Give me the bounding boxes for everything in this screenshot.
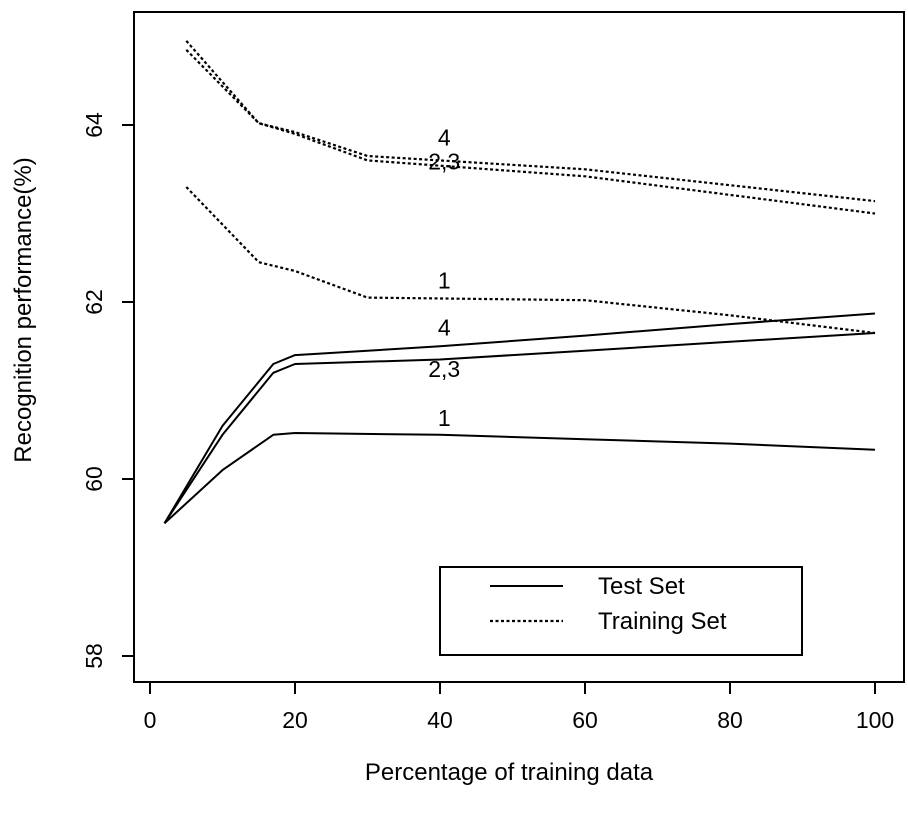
legend: Test Set Training Set	[440, 567, 802, 655]
x-tick-label: 60	[572, 707, 598, 733]
x-tick-label: 100	[856, 707, 894, 733]
series-annotation: 2,3	[428, 148, 460, 174]
series-annotation: 2,3	[428, 356, 460, 382]
series-layer	[165, 41, 876, 523]
x-tick-label: 40	[427, 707, 453, 733]
series-line-test-set-4	[165, 314, 876, 524]
series-annotation: 4	[438, 315, 451, 341]
y-axis-label: Recognition performance(%)	[10, 157, 37, 462]
legend-label-training-set: Training Set	[598, 608, 727, 635]
series-annotation: 1	[438, 268, 451, 294]
series-annotation: 4	[438, 124, 451, 150]
x-tick-label: 20	[282, 707, 308, 733]
series-line-test-set-2-3	[165, 333, 876, 523]
y-tick-label: 64	[81, 112, 107, 138]
y-tick-label: 58	[81, 643, 107, 669]
series-line-test-set-1	[165, 433, 876, 523]
x-tick-label: 80	[717, 707, 743, 733]
y-axis: 58 60 62 64	[81, 112, 134, 669]
legend-label-test-set: Test Set	[598, 573, 685, 600]
y-tick-label: 60	[81, 466, 107, 492]
y-tick-label: 62	[81, 289, 107, 315]
x-axis: 0 20 40 60 80 100	[144, 682, 895, 733]
series-line-training-set-4	[186, 41, 875, 201]
x-axis-label: Percentage of training data	[365, 759, 654, 786]
series-line-training-set-1	[186, 187, 875, 333]
x-tick-label: 0	[144, 707, 157, 733]
series-annotation: 1	[438, 405, 451, 431]
